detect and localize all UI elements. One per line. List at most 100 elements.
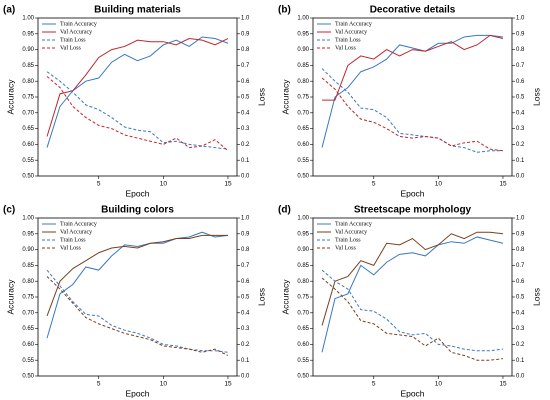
y2-tick-label: 0.3 [241,126,250,132]
y2-tick-label: 1.0 [241,216,250,222]
y-axis-label: Accuracy [5,279,15,315]
y-tick-label: 0.80 [22,79,34,85]
legend-label: Train Loss [335,37,361,43]
y-tick-label: 0.70 [22,310,34,316]
y2-tick-label: 0.8 [516,47,525,53]
chart-title: Decorative details [370,5,456,16]
series-line [321,277,504,361]
y2-tick-label: 0.1 [241,358,250,364]
y2-tick-label: 0.2 [516,342,525,348]
panel-label: (a) [3,5,15,16]
series-line [46,71,229,150]
series-line [321,34,504,148]
series-line [321,68,503,153]
y-tick-label: 0.90 [22,47,34,53]
y-tick-label: 0.55 [22,358,34,364]
chart-title: Building colors [101,205,174,216]
y-tick-label: 0.90 [297,47,309,53]
y2-tick-label: 0.0 [516,174,525,180]
x-tick-label: 15 [224,181,232,188]
series-line [46,269,229,353]
y2-tick-label: 0.7 [516,263,525,269]
y2-tick-label: 0.5 [241,295,250,301]
series-line [46,276,229,356]
series-line [321,77,504,152]
y2-tick-label: 0.7 [241,63,250,69]
y2-tick-label: 0.3 [516,326,525,332]
x-tick-label: 15 [224,381,232,388]
y2-tick-label: 0.9 [516,231,525,237]
y2-tick-label: 0.8 [516,247,525,253]
y2-tick-label: 0.9 [516,31,525,37]
legend-label: Val Loss [60,245,81,251]
legend-label: Train Loss [60,37,86,43]
y-tick-label: 0.60 [22,342,34,348]
y2-tick-label: 0.7 [241,263,250,269]
panel-label: (c) [3,205,15,216]
y-tick-label: 1.00 [22,216,34,222]
y2-tick-label: 0.2 [241,342,250,348]
panel-label: (d) [278,205,291,216]
series-line [46,234,228,317]
series-line [46,231,229,339]
y2-axis-label: Loss [531,288,541,306]
y-tick-label: 0.95 [297,231,309,237]
chart-title: Streetscape morphology [354,205,472,216]
legend-label: Val Accuracy [60,229,92,235]
y-axis-label: Accuracy [5,79,15,115]
panel-label: (b) [278,5,291,16]
legend-label: Val Loss [335,245,356,251]
x-tick-label: 5 [97,181,101,188]
y-tick-label: 0.55 [297,158,309,164]
y-tick-label: 0.65 [22,126,34,132]
x-tick-label: 15 [499,381,507,388]
y2-tick-label: 0.6 [516,279,525,285]
y-tick-label: 0.60 [22,142,34,148]
series-line [46,36,229,148]
y2-tick-label: 0.0 [516,374,525,380]
y-tick-label: 0.80 [297,279,309,285]
legend-label: Train Accuracy [335,21,372,27]
x-axis-label: Epoch [400,188,424,198]
x-tick-label: 10 [160,381,168,388]
y2-tick-label: 1.0 [516,216,525,222]
legend-label: Train Loss [60,237,86,243]
y-tick-label: 0.80 [297,79,309,85]
y-tick-label: 0.70 [297,110,309,116]
legend-label: Train Accuracy [335,221,372,227]
y2-tick-label: 0.5 [516,295,525,301]
legend-label: Val Loss [335,45,356,51]
y-tick-label: 0.65 [297,326,309,332]
series-line [321,236,504,353]
y2-tick-label: 0.2 [516,142,525,148]
y-tick-label: 0.85 [297,63,309,69]
y-tick-label: 1.00 [22,16,34,22]
y-tick-label: 0.95 [22,231,34,237]
y-tick-label: 0.90 [297,247,309,253]
series-line [321,231,504,326]
series-line [46,38,229,137]
x-tick-label: 10 [435,381,443,388]
y2-tick-label: 0.1 [241,158,250,164]
y-tick-label: 0.55 [297,358,309,364]
legend-label: Val Accuracy [335,229,367,235]
y-axis-label: Accuracy [280,279,290,315]
y2-tick-label: 0.4 [241,110,250,116]
y-tick-label: 0.60 [297,142,309,148]
legend-label: Val Loss [60,45,81,51]
y2-axis-label: Loss [256,288,266,306]
legend-label: Train Accuracy [60,221,97,227]
series-line [321,269,504,352]
x-tick-label: 5 [97,381,101,388]
y2-tick-label: 0.8 [241,47,250,53]
y-tick-label: 0.55 [22,158,34,164]
y-axis-label: Accuracy [280,79,290,115]
y-tick-label: 1.00 [297,216,309,222]
y2-tick-label: 0.5 [516,95,525,101]
y2-tick-label: 0.1 [516,358,525,364]
x-tick-label: 5 [372,181,376,188]
y2-tick-label: 0.7 [516,63,525,69]
y2-tick-label: 0.3 [516,126,525,132]
